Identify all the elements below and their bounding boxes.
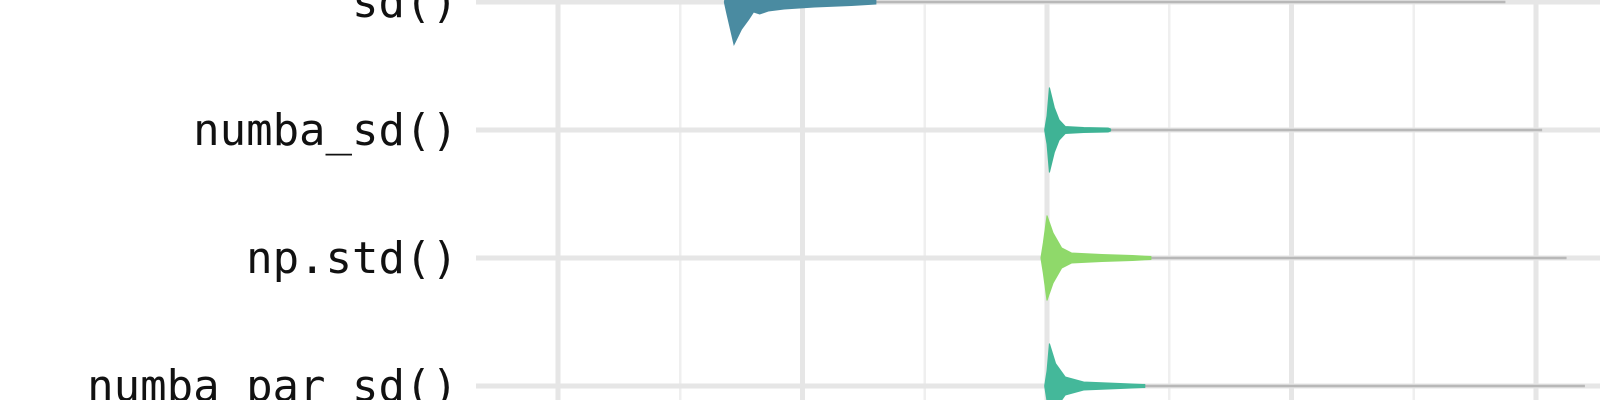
row-labels: sd() numba_sd() np.std() numba_par_sd() bbox=[87, 0, 458, 400]
row-label-1: numba_sd() bbox=[193, 105, 458, 156]
violin-3 bbox=[1044, 343, 1146, 400]
violins bbox=[723, 0, 1585, 400]
panel-background bbox=[478, 0, 1600, 400]
violin-2 bbox=[1040, 215, 1152, 301]
row-label-0: sd() bbox=[352, 0, 458, 28]
row-label-2: np.std() bbox=[246, 233, 458, 284]
violin-0 bbox=[723, 0, 877, 46]
row-label-3: numba_par_sd() bbox=[87, 361, 458, 400]
violin-1 bbox=[1044, 87, 1112, 173]
